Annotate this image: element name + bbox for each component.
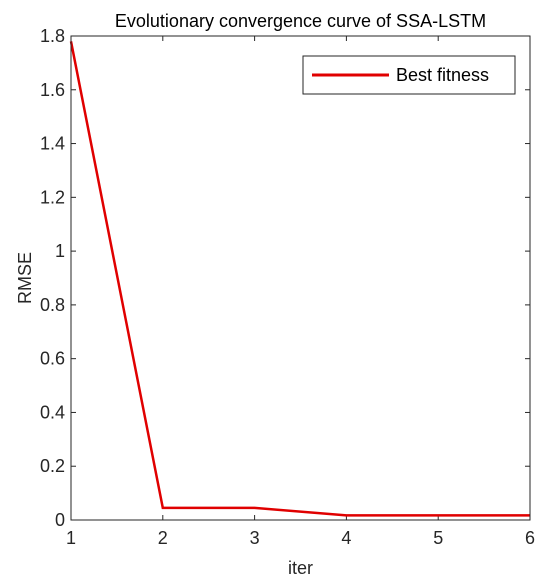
y-tick-label: 1.6 (40, 80, 65, 100)
y-tick-label: 0.8 (40, 295, 65, 315)
x-tick-label: 5 (433, 528, 443, 548)
y-tick-label: 0 (55, 510, 65, 530)
y-tick-label: 0.4 (40, 402, 65, 422)
x-axis-label: iter (288, 558, 313, 578)
x-tick-label: 6 (525, 528, 535, 548)
x-tick-label: 4 (341, 528, 351, 548)
plot-area (71, 36, 530, 520)
y-tick-label: 0.6 (40, 349, 65, 369)
axes-box (70, 35, 531, 521)
y-tick-label: 1.2 (40, 187, 65, 207)
y-tick-label: 1.4 (40, 134, 65, 154)
y-tick-label: 0.2 (40, 456, 65, 476)
x-tick-label: 2 (158, 528, 168, 548)
x-tick-label: 1 (66, 528, 76, 548)
y-tick-label: 1 (55, 241, 65, 261)
legend: Best fitness (302, 55, 516, 95)
legend-label-best-fitness: Best fitness (396, 65, 489, 85)
series-line-best-fitness (69, 41, 530, 517)
x-tick-label: 3 (250, 528, 260, 548)
y-axis-label: RMSE (15, 252, 35, 304)
tick-labels: 1 2 3 4 5 6 0 0.2 0.4 0.6 0.8 1 1.2 1.4 1.6 1.8 (40, 26, 535, 548)
y-tick-label: 1.8 (40, 26, 65, 46)
chart-title: Evolutionary convergence curve of SSA-LS… (115, 11, 486, 31)
